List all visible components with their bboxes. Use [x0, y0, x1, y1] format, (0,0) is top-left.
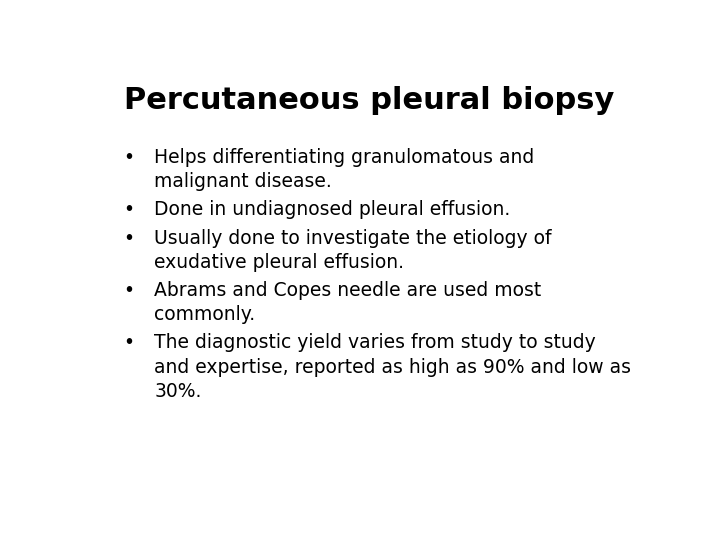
Text: 30%.: 30%.	[154, 382, 202, 401]
Text: malignant disease.: malignant disease.	[154, 172, 332, 191]
Text: •: •	[124, 200, 135, 219]
Text: commonly.: commonly.	[154, 305, 256, 324]
Text: Abrams and Copes needle are used most: Abrams and Copes needle are used most	[154, 281, 541, 300]
Text: exudative pleural effusion.: exudative pleural effusion.	[154, 253, 404, 272]
Text: •: •	[124, 333, 135, 353]
Text: •: •	[124, 228, 135, 248]
Text: Helps differentiating granulomatous and: Helps differentiating granulomatous and	[154, 148, 534, 167]
Text: Percutaneous pleural biopsy: Percutaneous pleural biopsy	[124, 85, 614, 114]
Text: •: •	[124, 281, 135, 300]
Text: •: •	[124, 148, 135, 167]
Text: The diagnostic yield varies from study to study: The diagnostic yield varies from study t…	[154, 333, 596, 353]
Text: Done in undiagnosed pleural effusion.: Done in undiagnosed pleural effusion.	[154, 200, 510, 219]
Text: and expertise, reported as high as 90% and low as: and expertise, reported as high as 90% a…	[154, 357, 631, 376]
Text: Usually done to investigate the etiology of: Usually done to investigate the etiology…	[154, 228, 552, 248]
